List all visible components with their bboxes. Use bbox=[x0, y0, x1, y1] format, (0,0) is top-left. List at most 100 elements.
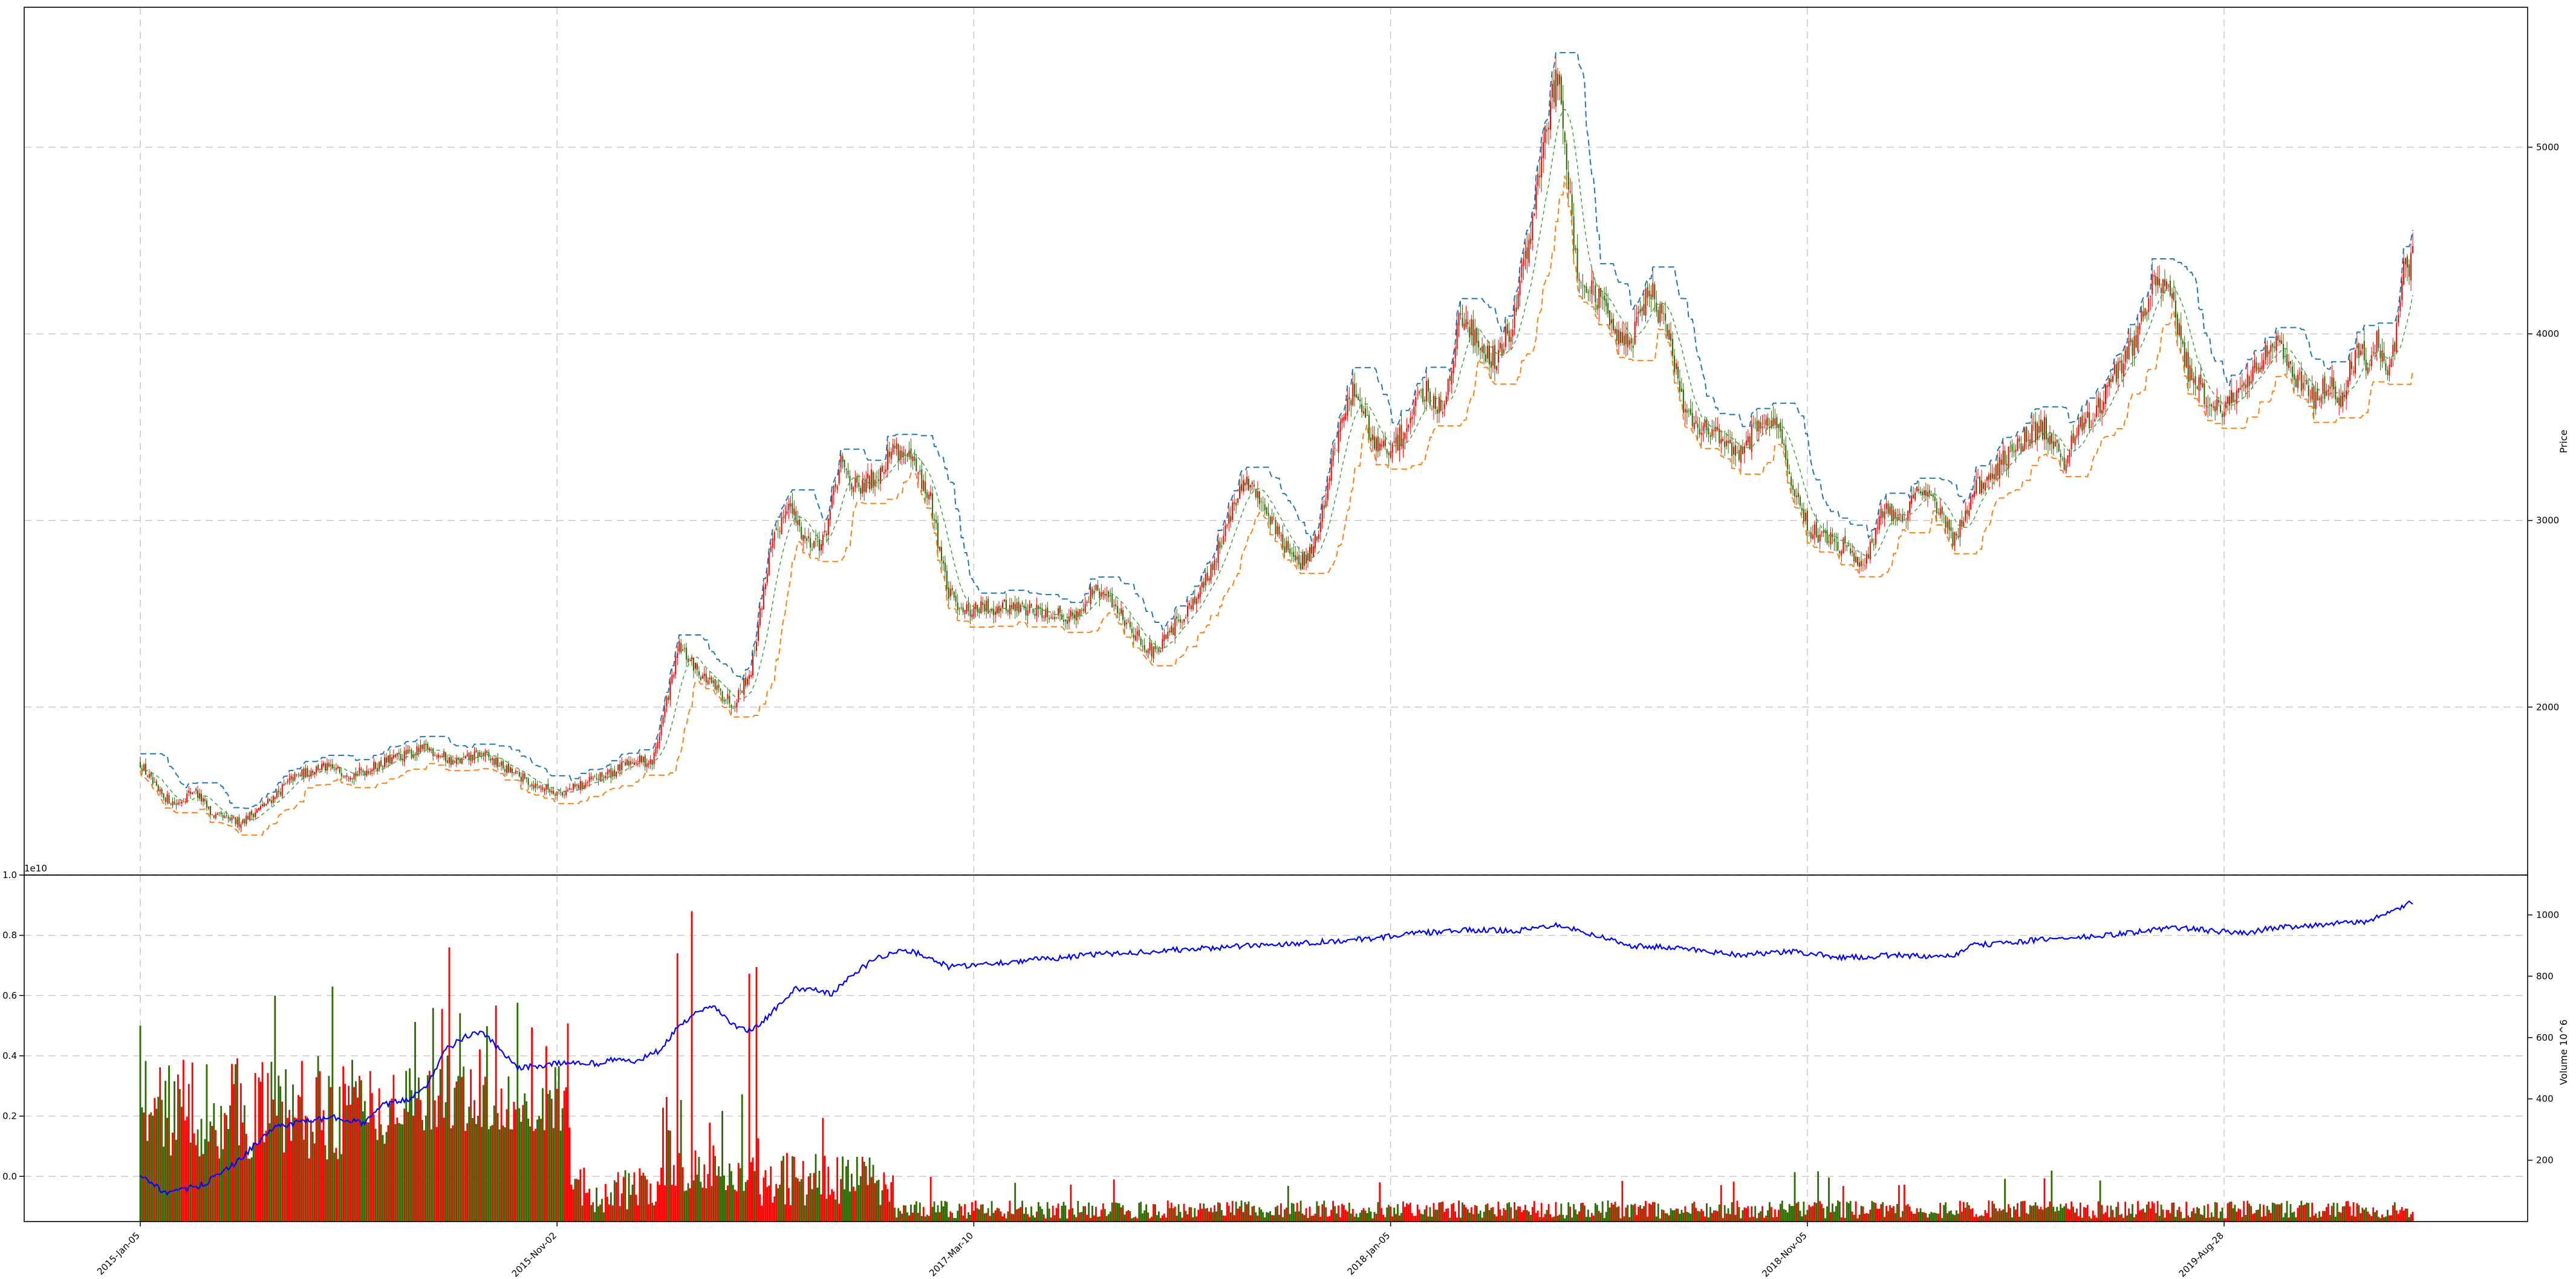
volume-bar bbox=[1199, 1203, 1202, 1222]
price-candle-body bbox=[781, 517, 782, 535]
volume-bar bbox=[1589, 1217, 1591, 1222]
volume-bar bbox=[1582, 1202, 1584, 1222]
price-candle-body bbox=[1991, 473, 1993, 479]
volume-bar bbox=[1465, 1207, 1467, 1222]
volume-left-tick-label: 0.2 bbox=[2, 1111, 17, 1122]
price-candle-body bbox=[603, 776, 605, 778]
price-candle-body bbox=[1752, 423, 1754, 425]
volume-bar bbox=[1771, 1207, 1772, 1222]
volume-bar bbox=[1402, 1201, 1404, 1222]
price-candle-body bbox=[1295, 555, 1296, 561]
volume-bar bbox=[1860, 1206, 1862, 1222]
price-candle-body bbox=[1120, 608, 1122, 614]
price-candle-body bbox=[1711, 429, 1713, 437]
price-candle-body bbox=[2367, 367, 2369, 374]
volume-bar bbox=[998, 1208, 1000, 1222]
volume-bar bbox=[920, 1216, 923, 1222]
price-candle-body bbox=[1079, 609, 1081, 617]
volume-bar bbox=[1357, 1217, 1359, 1222]
volume-bar bbox=[973, 1211, 975, 1222]
price-candle-body bbox=[1127, 620, 1129, 622]
price-candle-body bbox=[993, 609, 995, 616]
volume-bar bbox=[1880, 1204, 1882, 1222]
volume-bar bbox=[1783, 1209, 1785, 1222]
price-candle-body bbox=[777, 529, 779, 530]
volume-bar bbox=[2275, 1204, 2277, 1222]
volume-bar bbox=[777, 1188, 779, 1222]
price-candle-body bbox=[464, 755, 466, 758]
price-candle-body bbox=[472, 754, 473, 761]
volume-bar bbox=[258, 1077, 260, 1222]
volume-bar bbox=[308, 1158, 310, 1222]
volume-bar bbox=[2383, 1217, 2385, 1222]
volume-bar bbox=[793, 1156, 795, 1222]
volume-bar bbox=[2126, 1215, 2129, 1222]
price-candle-body bbox=[1497, 350, 1499, 363]
volume-bar bbox=[2379, 1218, 2381, 1222]
price-candle-body bbox=[590, 776, 592, 780]
volume-bar bbox=[1619, 1218, 1622, 1222]
volume-bar bbox=[1438, 1202, 1440, 1222]
volume-bar bbox=[1346, 1211, 1348, 1222]
volume-bar bbox=[1429, 1207, 1431, 1222]
price-candle-body bbox=[1841, 550, 1843, 556]
price-candle-body bbox=[244, 821, 246, 824]
volume-bar bbox=[1632, 1205, 1634, 1222]
volume-bar bbox=[1104, 1209, 1106, 1222]
price-candle-body bbox=[894, 446, 896, 449]
volume-bar bbox=[700, 1182, 702, 1222]
volume-bar bbox=[298, 1095, 299, 1222]
price-candle-body bbox=[143, 764, 145, 771]
price-candle-body bbox=[1471, 319, 1472, 335]
price-candle-body bbox=[351, 778, 353, 779]
price-candle-body bbox=[906, 453, 908, 457]
volume-bar bbox=[2040, 1206, 2042, 1222]
volume-bar bbox=[753, 1171, 756, 1222]
price-candle-body bbox=[1305, 555, 1307, 564]
volume-bar bbox=[535, 1128, 536, 1222]
volume-right-tick-label: 1000 bbox=[2536, 910, 2559, 920]
volume-bar bbox=[980, 1205, 982, 1222]
price-candle-body bbox=[218, 812, 220, 813]
volume-bar bbox=[1266, 1212, 1268, 1222]
price-candle-body bbox=[818, 539, 820, 551]
price-candle-body bbox=[1632, 345, 1634, 348]
volume-bar bbox=[2216, 1202, 2218, 1222]
volume-bar bbox=[606, 1197, 608, 1222]
price-candle-body bbox=[1125, 622, 1127, 625]
price-candle-body bbox=[1636, 316, 1638, 323]
volume-bar bbox=[976, 1208, 978, 1222]
price-candle-body bbox=[2004, 451, 2006, 464]
price-candle-body bbox=[688, 659, 689, 663]
volume-bar bbox=[1427, 1216, 1429, 1222]
volume-bar bbox=[1680, 1209, 1683, 1222]
volume-bar bbox=[1599, 1212, 1602, 1222]
volume-bar bbox=[367, 1122, 369, 1222]
volume-bar bbox=[1858, 1214, 1861, 1222]
price-candle-body bbox=[1580, 282, 1582, 284]
price-candle-body bbox=[795, 511, 797, 523]
price-candle-body bbox=[394, 754, 396, 758]
volume-bar bbox=[1625, 1207, 1627, 1222]
volume-bar bbox=[1235, 1202, 1237, 1222]
price-candle-body bbox=[1523, 258, 1524, 267]
volume-bar bbox=[969, 1214, 971, 1222]
volume-bar bbox=[1586, 1217, 1587, 1222]
volume-bar bbox=[1700, 1209, 1702, 1222]
volume-bar bbox=[1988, 1200, 1990, 1222]
volume-bar bbox=[854, 1191, 856, 1222]
volume-bar bbox=[1384, 1217, 1387, 1222]
volume-bar bbox=[2243, 1201, 2245, 1222]
volume-bar bbox=[805, 1194, 808, 1222]
volume-bar bbox=[209, 1121, 212, 1222]
price-candle-body bbox=[270, 800, 272, 803]
volume-bar bbox=[1903, 1185, 1905, 1222]
price-candle-body bbox=[1555, 70, 1556, 106]
volume-bar bbox=[2347, 1201, 2349, 1222]
volume-bar bbox=[1754, 1206, 1757, 1222]
price-candle-body bbox=[2002, 451, 2004, 466]
volume-bar bbox=[735, 1191, 738, 1222]
volume-bar bbox=[922, 1206, 925, 1222]
volume-bar bbox=[285, 1069, 287, 1222]
volume-bar bbox=[1000, 1211, 1002, 1222]
